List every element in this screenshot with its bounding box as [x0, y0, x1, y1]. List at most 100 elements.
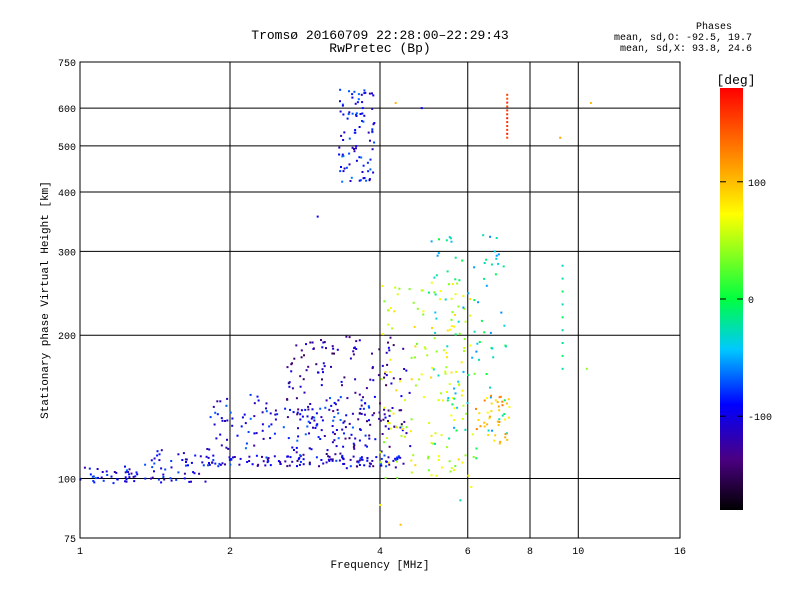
data-point [464, 428, 467, 431]
data-point [409, 445, 412, 448]
data-point [355, 112, 358, 115]
data-point [342, 139, 345, 141]
data-point [373, 412, 376, 415]
data-point [256, 395, 259, 398]
data-point [266, 458, 269, 461]
data-point [561, 303, 564, 306]
data-point [94, 477, 97, 480]
data-point [369, 158, 372, 161]
data-point [504, 433, 507, 436]
data-point [498, 421, 501, 423]
colorbar-ticks: 100 0 -100 [720, 179, 772, 424]
data-point [355, 145, 358, 148]
data-point [499, 395, 502, 398]
data-point [315, 363, 318, 366]
data-point [363, 464, 366, 467]
data-point [475, 407, 477, 410]
data-point [469, 298, 472, 301]
data-point [343, 420, 346, 423]
data-point [299, 460, 302, 463]
data-point [463, 338, 466, 340]
data-point [372, 123, 375, 126]
data-point [363, 114, 366, 117]
data-point [328, 455, 331, 458]
data-point [427, 469, 430, 472]
data-point [446, 391, 448, 393]
data-point [503, 324, 506, 327]
data-point [383, 408, 386, 411]
data-point [354, 437, 357, 440]
data-point [292, 411, 295, 414]
colorbar-tick-label: 0 [748, 296, 754, 307]
data-point [384, 476, 387, 479]
data-point [287, 437, 290, 440]
data-point [344, 426, 347, 429]
data-point [483, 262, 486, 264]
data-point [218, 462, 221, 465]
data-point [92, 475, 95, 478]
data-point [454, 256, 457, 259]
x-axis-label: Frequency [MHz] [330, 560, 429, 572]
data-point [325, 399, 328, 402]
data-point [413, 325, 416, 328]
data-point [385, 374, 388, 377]
data-point [299, 413, 302, 416]
data-point [379, 504, 381, 506]
data-point [335, 459, 338, 462]
data-point [373, 141, 376, 144]
data-point [341, 454, 344, 457]
data-point [323, 435, 326, 437]
data-point [451, 403, 454, 406]
data-point [561, 316, 564, 319]
data-point [388, 445, 391, 448]
data-point [214, 411, 217, 414]
data-point [378, 411, 381, 414]
data-point [293, 449, 295, 451]
data-point [348, 336, 351, 339]
data-point [207, 464, 209, 467]
data-point [333, 352, 335, 355]
data-point [435, 474, 438, 477]
data-point [353, 346, 356, 349]
data-point [489, 386, 491, 389]
data-point [399, 426, 402, 429]
data-point [392, 377, 395, 380]
data-point [295, 446, 298, 449]
data-point [490, 263, 493, 266]
data-point [495, 237, 498, 239]
data-point [410, 378, 413, 381]
data-point [248, 460, 251, 462]
y-tick-label: 500 [58, 143, 76, 154]
data-point [328, 408, 331, 411]
data-point [228, 458, 231, 461]
data-point [371, 128, 374, 131]
data-point [208, 463, 211, 466]
data-point [494, 273, 497, 276]
data-point [400, 423, 403, 426]
data-point [506, 109, 509, 112]
data-point [505, 432, 508, 435]
data-point [134, 475, 137, 478]
data-point [351, 412, 354, 415]
data-point [358, 459, 361, 462]
data-point [475, 428, 478, 431]
data-point [423, 346, 426, 349]
data-point [282, 426, 285, 429]
chart-subtitle: RwPretec (Bp) [329, 41, 431, 56]
data-point [461, 417, 464, 420]
data-point [449, 237, 452, 240]
data-point [322, 341, 325, 344]
x-tick-label: 6 [465, 547, 471, 558]
data-point [497, 424, 500, 426]
data-point [206, 448, 209, 450]
data-point [302, 463, 305, 466]
data-point [342, 445, 345, 448]
data-point [356, 101, 359, 104]
data-point [225, 404, 228, 407]
data-point [368, 406, 371, 409]
data-point [384, 416, 387, 419]
data-point [359, 428, 362, 431]
data-point [360, 156, 363, 159]
data-point [394, 286, 397, 289]
data-point [269, 412, 272, 415]
